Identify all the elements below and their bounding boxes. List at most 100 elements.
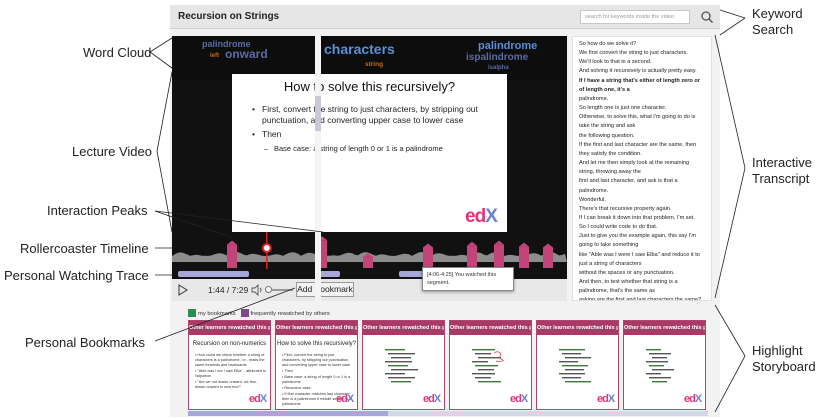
storyboard-card-line: • If first character matches last charac… bbox=[282, 392, 352, 406]
interaction-peak[interactable] bbox=[494, 244, 504, 268]
add-bookmark-button[interactable]: Add Bookmark bbox=[296, 282, 354, 297]
trace-segment[interactable] bbox=[320, 271, 340, 277]
page-title: Recursion on Strings bbox=[178, 11, 280, 22]
interaction-peak[interactable] bbox=[519, 246, 529, 268]
playhead-knob[interactable] bbox=[261, 243, 272, 253]
transcript-line[interactable]: And solving it recursively is actually p… bbox=[579, 68, 697, 75]
transcript-line[interactable]: Just to give you the example again, this… bbox=[579, 233, 697, 240]
code-line bbox=[388, 377, 415, 379]
volume-icon[interactable] bbox=[250, 283, 264, 297]
storyboard-scroll-thumb[interactable] bbox=[188, 411, 388, 416]
code-line bbox=[388, 353, 415, 355]
code-line bbox=[472, 349, 495, 351]
code-line bbox=[562, 365, 588, 367]
storyboard-card[interactable]: Other learners rewatched this part. Recur… bbox=[188, 320, 271, 410]
transcript-line[interactable]: palindrome. bbox=[579, 187, 609, 194]
interaction-peak-tip bbox=[363, 252, 373, 257]
code-thumbnail bbox=[385, 349, 418, 383]
transcript-line[interactable]: take the string and ask bbox=[579, 123, 636, 130]
interaction-peak[interactable] bbox=[467, 245, 477, 268]
transcript-line[interactable]: the following question. bbox=[579, 132, 635, 139]
word-cloud-term[interactable]: left bbox=[210, 53, 219, 59]
transcript-line[interactable]: without the spaces or any punctuation. bbox=[579, 269, 675, 276]
word-cloud-term[interactable]: characters bbox=[324, 41, 395, 57]
code-line bbox=[652, 357, 667, 359]
interaction-peak[interactable] bbox=[317, 240, 327, 268]
interaction-peak[interactable] bbox=[363, 256, 373, 268]
transcript-line[interactable]: Otherwise, to solve this, what I'm going… bbox=[579, 114, 696, 121]
word-cloud-term[interactable]: ispalindrome bbox=[466, 52, 529, 63]
code-line bbox=[385, 361, 412, 363]
edx-logo: edX bbox=[465, 206, 498, 228]
code-line bbox=[565, 357, 591, 359]
transcript-line[interactable]: So I could write code to do that. bbox=[579, 224, 658, 231]
transcript-line[interactable]: asking are the first and last characters… bbox=[579, 297, 702, 301]
code-line bbox=[646, 361, 668, 363]
play-icon[interactable] bbox=[178, 284, 188, 296]
trace-segment[interactable] bbox=[178, 271, 250, 277]
word-cloud-term[interactable]: onward bbox=[225, 47, 268, 61]
interactive-transcript[interactable]: So how do we solve it? We first convert t… bbox=[572, 36, 712, 301]
transcript-line[interactable]: We'll look to that in a second. bbox=[579, 59, 652, 66]
transcript-line[interactable]: of length one, it's a bbox=[579, 86, 630, 93]
transcript-line[interactable]: palindrome, that's the same as bbox=[579, 288, 656, 295]
personal-watching-trace[interactable] bbox=[172, 269, 567, 279]
code-thumbnail bbox=[559, 349, 591, 383]
search-input[interactable]: search for keywords inside the video bbox=[580, 10, 690, 24]
video-player[interactable]: palindrome onward left characters string… bbox=[172, 36, 567, 301]
transcript-line[interactable]: they satisfy the condition. bbox=[579, 150, 642, 157]
transcript-line[interactable]: We first convert the string to just char… bbox=[579, 50, 689, 57]
word-cloud-term[interactable]: palindrome bbox=[478, 40, 538, 52]
storyboard-filters: my bookmarks frequently rewatched by oth… bbox=[188, 309, 330, 317]
word-cloud-term[interactable]: isalpha bbox=[488, 65, 509, 71]
callout-personal-watching-trace: Personal Watching Trace bbox=[4, 268, 149, 283]
transcript-line[interactable]: And then, to test whether that string is… bbox=[579, 279, 678, 286]
storyboard-card[interactable]: Other learners rewatched this part. edX bbox=[536, 320, 619, 410]
transcript-line[interactable]: string, throwing away the bbox=[579, 169, 641, 176]
storyboard-card[interactable]: Other learners rewatched this part. edX bbox=[449, 320, 532, 410]
slide-body: First, convert the string to just charac… bbox=[250, 104, 500, 154]
lecture-slide: How to solve this recursively? First, co… bbox=[232, 74, 507, 232]
timeline-chart[interactable] bbox=[172, 232, 567, 270]
callout-lecture-video: Lecture Video bbox=[72, 144, 152, 159]
transcript-line[interactable]: And let me then simply look at the remai… bbox=[579, 160, 690, 167]
trace-segment[interactable] bbox=[399, 271, 427, 277]
interaction-peak[interactable] bbox=[543, 247, 553, 268]
search-icon[interactable] bbox=[700, 10, 714, 24]
code-line bbox=[478, 357, 501, 359]
watch-tooltip: [4:06-4:25] You watched this segment. bbox=[422, 267, 514, 291]
storyboard-card[interactable]: Other learners rewatched this part. edX bbox=[623, 320, 706, 410]
interaction-peak[interactable] bbox=[227, 244, 237, 268]
transcript-line[interactable]: like "Able was I were I saw Elba" and re… bbox=[579, 251, 700, 258]
transcript-scrollbar[interactable] bbox=[315, 36, 321, 301]
storyboard-scrollbar[interactable] bbox=[188, 411, 708, 416]
code-line bbox=[385, 349, 405, 351]
transcript-scroll-thumb[interactable] bbox=[315, 96, 321, 131]
storyboard-card[interactable]: Other learners rewatched this part. edX bbox=[362, 320, 445, 410]
transcript-line[interactable]: So length one is just one character. bbox=[579, 105, 667, 112]
code-line bbox=[649, 353, 671, 355]
transcript-line[interactable]: If the first and last character are the … bbox=[579, 141, 697, 148]
volume-knob[interactable] bbox=[265, 286, 272, 293]
code-line bbox=[562, 353, 581, 355]
transcript-line[interactable]: There's that recursive property again. bbox=[579, 205, 672, 212]
transcript-line[interactable]: Wonderful. bbox=[579, 196, 606, 203]
transcript-line[interactable]: If I have a string that's either of leng… bbox=[579, 77, 700, 84]
storyboard-card-line: • "Able was I ere I saw Elba" - attribut… bbox=[195, 369, 267, 378]
transcript-line[interactable]: just a string of characters bbox=[579, 260, 642, 267]
storyboard-card[interactable]: Other learners rewatched this part. How t… bbox=[275, 320, 358, 410]
transcript-line[interactable]: If I can break it down into that problem… bbox=[579, 214, 695, 221]
transcript-line[interactable]: So how do we solve it? bbox=[579, 41, 637, 47]
word-cloud-term[interactable]: string bbox=[365, 61, 384, 68]
interaction-peak[interactable] bbox=[423, 247, 433, 268]
word-cloud-term[interactable]: palindrome bbox=[202, 39, 251, 49]
rollercoaster-timeline[interactable] bbox=[172, 232, 567, 270]
transcript-line[interactable]: first and last character, and ask is tha… bbox=[579, 178, 678, 185]
frequent-checkbox[interactable] bbox=[240, 309, 249, 317]
my-bookmarks-checkbox[interactable] bbox=[188, 309, 196, 317]
transcript-line[interactable]: palindrome. bbox=[579, 95, 609, 102]
frequent-label: frequently rewatched by others bbox=[250, 311, 330, 317]
video-app: Recursion on Strings search for keywords… bbox=[170, 5, 720, 417]
storyboard-card-body: • How could we check whether a string of… bbox=[195, 353, 267, 391]
transcript-line[interactable]: going to take something bbox=[579, 242, 639, 249]
